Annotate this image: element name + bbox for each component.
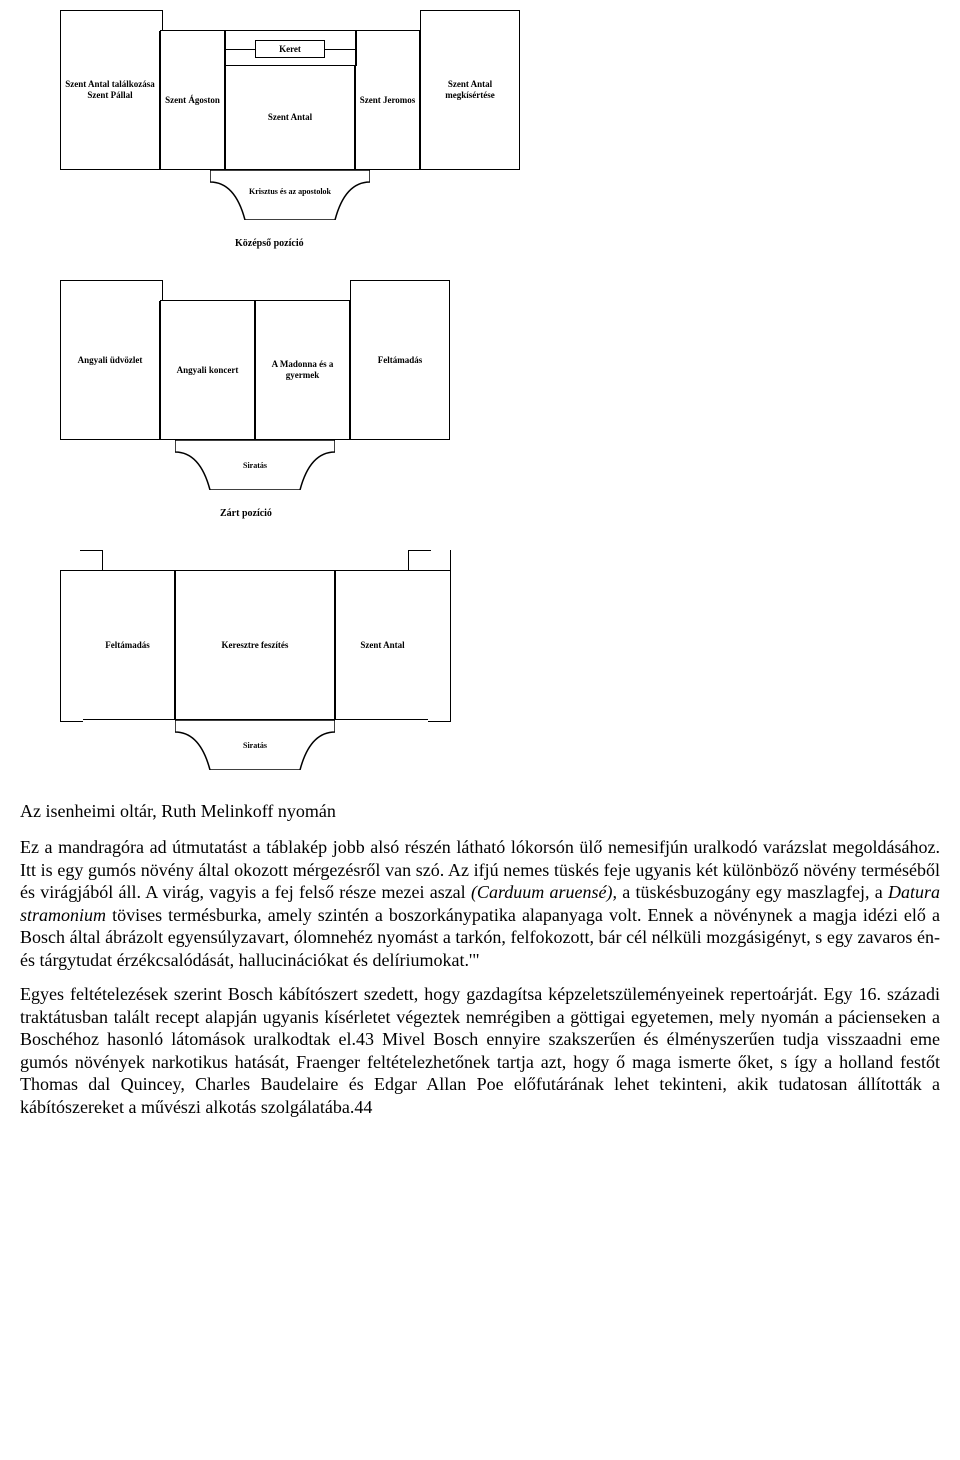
predella-label-1: Krisztus és az apostolok <box>210 188 370 197</box>
predella-2: Siratás <box>175 440 335 490</box>
figure-caption: Az isenheimi oltár, Ruth Melinkoff nyomá… <box>0 795 960 836</box>
p1-part-b: a tüskésbuzogány egy maszlagfej, a <box>617 882 888 902</box>
p1-italic-1: (Carduum aruensé), <box>471 882 617 902</box>
panel-szent-antal-pal: Szent Antal találkozása Szent Pállal <box>60 10 160 170</box>
panel-angyali-udvozlet: Angyali üdvözlet <box>60 280 160 440</box>
p1-part-c: tövises termésburka, amely szintén a bos… <box>20 905 940 970</box>
predella-label-3: Siratás <box>175 742 335 751</box>
panel-keresztre: Keresztre feszítés <box>175 570 335 720</box>
panel-szent-antal: Szent Antal <box>225 65 355 170</box>
panel-szent-antal-2: Szent Antal <box>335 570 430 720</box>
notch <box>138 280 163 301</box>
predella-3: Siratás <box>175 720 335 770</box>
notch <box>428 550 451 722</box>
paragraph-1: Ez a mandragóra ad útmutatást a táblakép… <box>20 836 940 971</box>
predella-label-2: Siratás <box>175 462 335 471</box>
panel-szent-jeromos: Szent Jeromos <box>355 30 420 170</box>
predella-1: Krisztus és az apostolok <box>210 170 370 220</box>
panel-madonna: A Madonna és a gyermek <box>255 300 350 440</box>
notch <box>420 10 445 31</box>
diagram-closed-position: Feltámadás Keresztre feszítés Szent Anta… <box>60 550 480 785</box>
panel-angyali-koncert: Angyali koncert <box>160 300 255 440</box>
panel-megkisertes: Szent Antal megkísértése <box>420 10 520 170</box>
panel-feltamadas-2: Feltámadás <box>80 570 175 720</box>
notch <box>350 280 375 301</box>
body-text: Ez a mandragóra ad útmutatást a táblakép… <box>0 836 960 1150</box>
caption-zart: Zárt pozíció <box>220 508 272 519</box>
paragraph-2: Egyes feltételezések szerint Bosch kábít… <box>20 983 940 1118</box>
notch <box>138 10 163 31</box>
diagram-open-position: Keret Szent Antal találkozása Szent Páll… <box>60 10 580 270</box>
caption-kozepso: Középső pozíció <box>235 238 304 249</box>
panel-feltamadas: Feltámadás <box>350 280 450 440</box>
panel-szent-agoston: Szent Ágoston <box>160 30 225 170</box>
notch <box>60 550 83 722</box>
diagram-middle-position: Angyali üdvözlet Angyali koncert A Madon… <box>60 280 500 540</box>
